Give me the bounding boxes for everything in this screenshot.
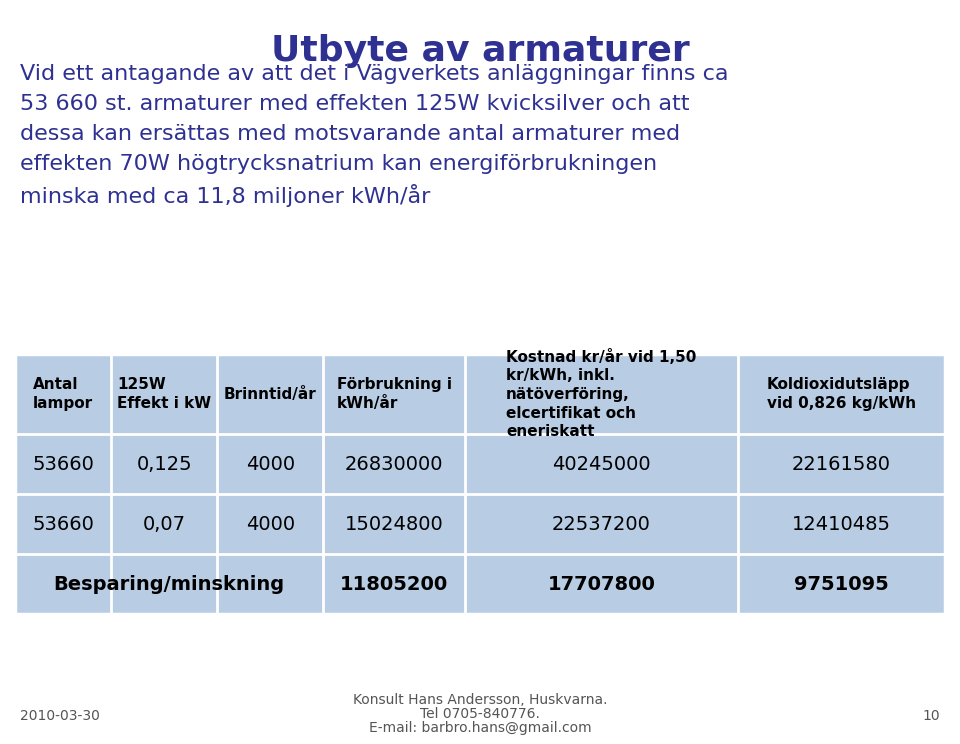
Text: 125W
Effekt i kW: 125W Effekt i kW [117, 377, 211, 411]
Text: E-mail: barbro.hans@gmail.com: E-mail: barbro.hans@gmail.com [369, 721, 591, 735]
Text: Koldioxidutsläpp
vid 0,826 kg/kWh: Koldioxidutsläpp vid 0,826 kg/kWh [767, 377, 916, 411]
Text: Antal
lampor: Antal lampor [33, 377, 93, 411]
FancyBboxPatch shape [15, 354, 945, 614]
Text: 0,07: 0,07 [143, 515, 185, 533]
Text: Besparing/minskning: Besparing/minskning [54, 574, 285, 594]
Text: 9751095: 9751095 [794, 574, 889, 594]
Text: 40245000: 40245000 [552, 455, 651, 473]
Text: 4000: 4000 [246, 515, 295, 533]
Text: 11805200: 11805200 [340, 574, 448, 594]
Text: Brinntid/år: Brinntid/år [224, 386, 317, 402]
Text: Vid ett antagande av att det i Vägverkets anläggningar finns ca: Vid ett antagande av att det i Vägverket… [20, 64, 729, 84]
Text: 4000: 4000 [246, 455, 295, 473]
Text: 53660: 53660 [32, 455, 94, 473]
Text: 53 660 st. armaturer med effekten 125W kvicksilver och att: 53 660 st. armaturer med effekten 125W k… [20, 94, 689, 114]
Text: 0,125: 0,125 [136, 455, 192, 473]
Text: 2010-03-30: 2010-03-30 [20, 709, 100, 723]
Text: 12410485: 12410485 [792, 515, 891, 533]
Text: 26830000: 26830000 [345, 455, 444, 473]
Text: effekten 70W högtrycksnatrium kan energiförbrukningen: effekten 70W högtrycksnatrium kan energi… [20, 154, 658, 174]
Text: Konsult Hans Andersson, Huskvarna.: Konsult Hans Andersson, Huskvarna. [352, 693, 608, 707]
Text: minska med ca 11,8 miljoner kWh/år: minska med ca 11,8 miljoner kWh/år [20, 184, 430, 207]
Text: Kostnad kr/år vid 1,50
kr/kWh, inkl.
nätöverföring,
elcertifikat och
eneriskatt: Kostnad kr/år vid 1,50 kr/kWh, inkl. nät… [506, 349, 697, 439]
Text: 17707800: 17707800 [547, 574, 656, 594]
Text: 10: 10 [923, 709, 940, 723]
Text: Utbyte av armaturer: Utbyte av armaturer [271, 34, 689, 68]
Text: Tel 0705-840776.: Tel 0705-840776. [420, 707, 540, 721]
Text: 53660: 53660 [32, 515, 94, 533]
Text: 22161580: 22161580 [792, 455, 891, 473]
Text: 15024800: 15024800 [345, 515, 444, 533]
Text: dessa kan ersättas med motsvarande antal armaturer med: dessa kan ersättas med motsvarande antal… [20, 124, 680, 144]
Text: 22537200: 22537200 [552, 515, 651, 533]
Text: Förbrukning i
kWh/år: Förbrukning i kWh/år [337, 377, 451, 411]
